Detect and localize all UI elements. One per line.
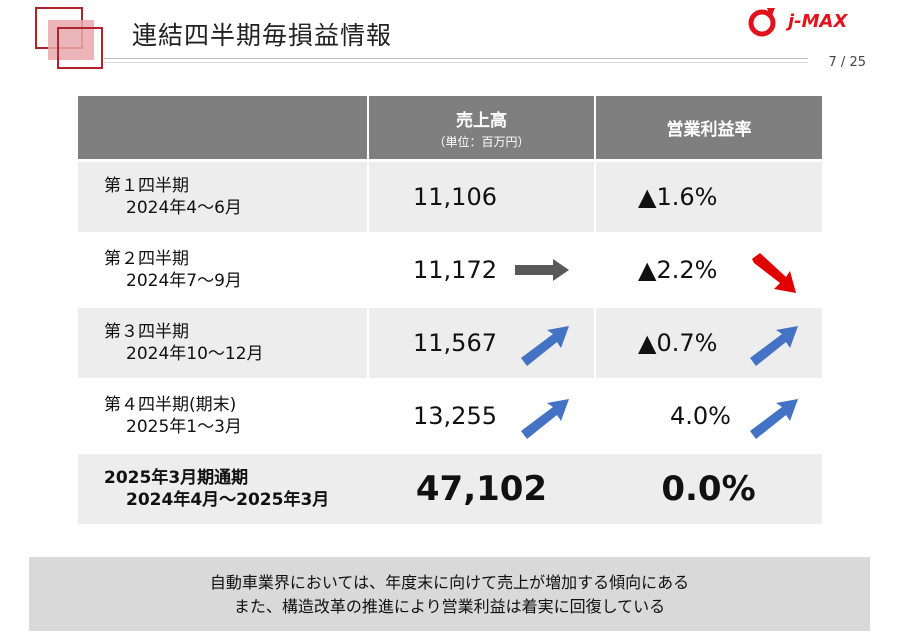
header-empty-cell [78, 96, 369, 161]
title-decoration [34, 6, 106, 74]
jmax-logo-icon [748, 8, 776, 37]
note-line-2: また、構造改革の推進により営業利益は着実に回復している [233, 597, 666, 616]
logo-text: j-MAX [788, 11, 848, 32]
down-arrow-icon [752, 253, 796, 293]
header-divider [104, 58, 808, 59]
row-label-quarter: 第３四半期 [104, 322, 189, 342]
header-margin: 営業利益率 [595, 96, 822, 161]
sales-cell: 13,255 [368, 378, 596, 453]
total-label-fiscal-year: 2025年3月期通期 [104, 468, 249, 488]
up-arrow-icon [750, 399, 798, 439]
total-label: 2025年3月期通期 2024年4月〜2025年3月 [78, 451, 368, 524]
row-label: 第４四半期(期末) 2025年1〜3月 [78, 378, 369, 453]
page-title: 連結四半期毎損益情報 [132, 21, 393, 50]
page-number: 7 / 25 [828, 55, 866, 70]
margin-value: ▲2.2% [638, 256, 718, 284]
row-label: 第３四半期 2024年10〜12月 [78, 305, 369, 380]
row-label-period: 2024年7〜9月 [126, 271, 242, 291]
row-label-period: 2025年1〜3月 [126, 417, 242, 437]
margin-value: 4.0% [670, 402, 731, 430]
table-row: 第１四半期 2024年4〜6月 11,106 ▲1.6% [78, 159, 822, 234]
row-label-period: 2024年4〜6月 [126, 198, 242, 218]
margin-cell: 4.0% [595, 378, 822, 453]
total-sales-value: 47,102 [368, 451, 595, 524]
sales-header-unit: （単位：百万円） [433, 134, 530, 149]
square-decoration-icon [35, 7, 103, 69]
sales-value: 11,172 [413, 256, 497, 284]
row-label-quarter: 第２四半期 [104, 249, 189, 269]
header-sales: 売上高 （単位：百万円） [368, 96, 596, 161]
summary-note: 自動車業界においては、年度末に向けて売上が増加する傾向にある また、構造改革の推… [29, 557, 870, 631]
sales-cell: 11,172 [368, 232, 596, 307]
up-arrow-icon [521, 399, 569, 439]
header-divider-secondary [104, 62, 808, 63]
sales-header-title: 売上高 [456, 110, 507, 131]
row-label: 第１四半期 2024年4〜6月 [78, 159, 369, 234]
margin-cell: ▲1.6% [595, 159, 822, 234]
up-arrow-icon [750, 326, 798, 366]
margin-value: ▲1.6% [638, 183, 718, 211]
sales-cell: 11,106 [368, 159, 596, 234]
sales-cell: 11,567 [368, 305, 596, 380]
total-label-period: 2024年4月〜2025年3月 [126, 490, 330, 510]
margin-header-title: 営業利益率 [666, 120, 752, 140]
row-label: 第２四半期 2024年7〜9月 [78, 232, 369, 307]
table-header-row: 売上高 （単位：百万円） 営業利益率 [78, 96, 822, 161]
row-label-period: 2024年10〜12月 [126, 344, 264, 364]
flat-arrow-icon [515, 259, 569, 281]
total-margin-value: 0.0% [595, 451, 822, 524]
table-row: 第３四半期 2024年10〜12月 11,567 ▲0.7% [78, 305, 822, 380]
brand-logo [745, 4, 785, 44]
sales-value: 11,567 [413, 329, 497, 357]
table-total-row: 2025年3月期通期 2024年4月〜2025年3月 47,102 0.0% [78, 451, 822, 524]
row-label-quarter: 第１四半期 [104, 176, 189, 196]
quarterly-results-table: 売上高 （単位：百万円） 営業利益率 第１四半期 2024年4〜6月 11,10… [78, 96, 822, 524]
up-arrow-icon [521, 326, 569, 366]
row-label-quarter: 第４四半期(期末) [104, 395, 237, 415]
margin-cell: ▲0.7% [595, 305, 822, 380]
margin-value: ▲0.7% [638, 329, 718, 357]
margin-cell: ▲2.2% [595, 232, 822, 307]
sales-value: 13,255 [413, 402, 497, 430]
table-row: 第４四半期(期末) 2025年1〜3月 13,255 4.0% [78, 378, 822, 453]
note-line-1: 自動車業界においては、年度末に向けて売上が増加する傾向にある [209, 573, 690, 592]
sales-value: 11,106 [413, 183, 497, 211]
table-row: 第２四半期 2024年7〜9月 11,172 ▲2.2% [78, 232, 822, 307]
